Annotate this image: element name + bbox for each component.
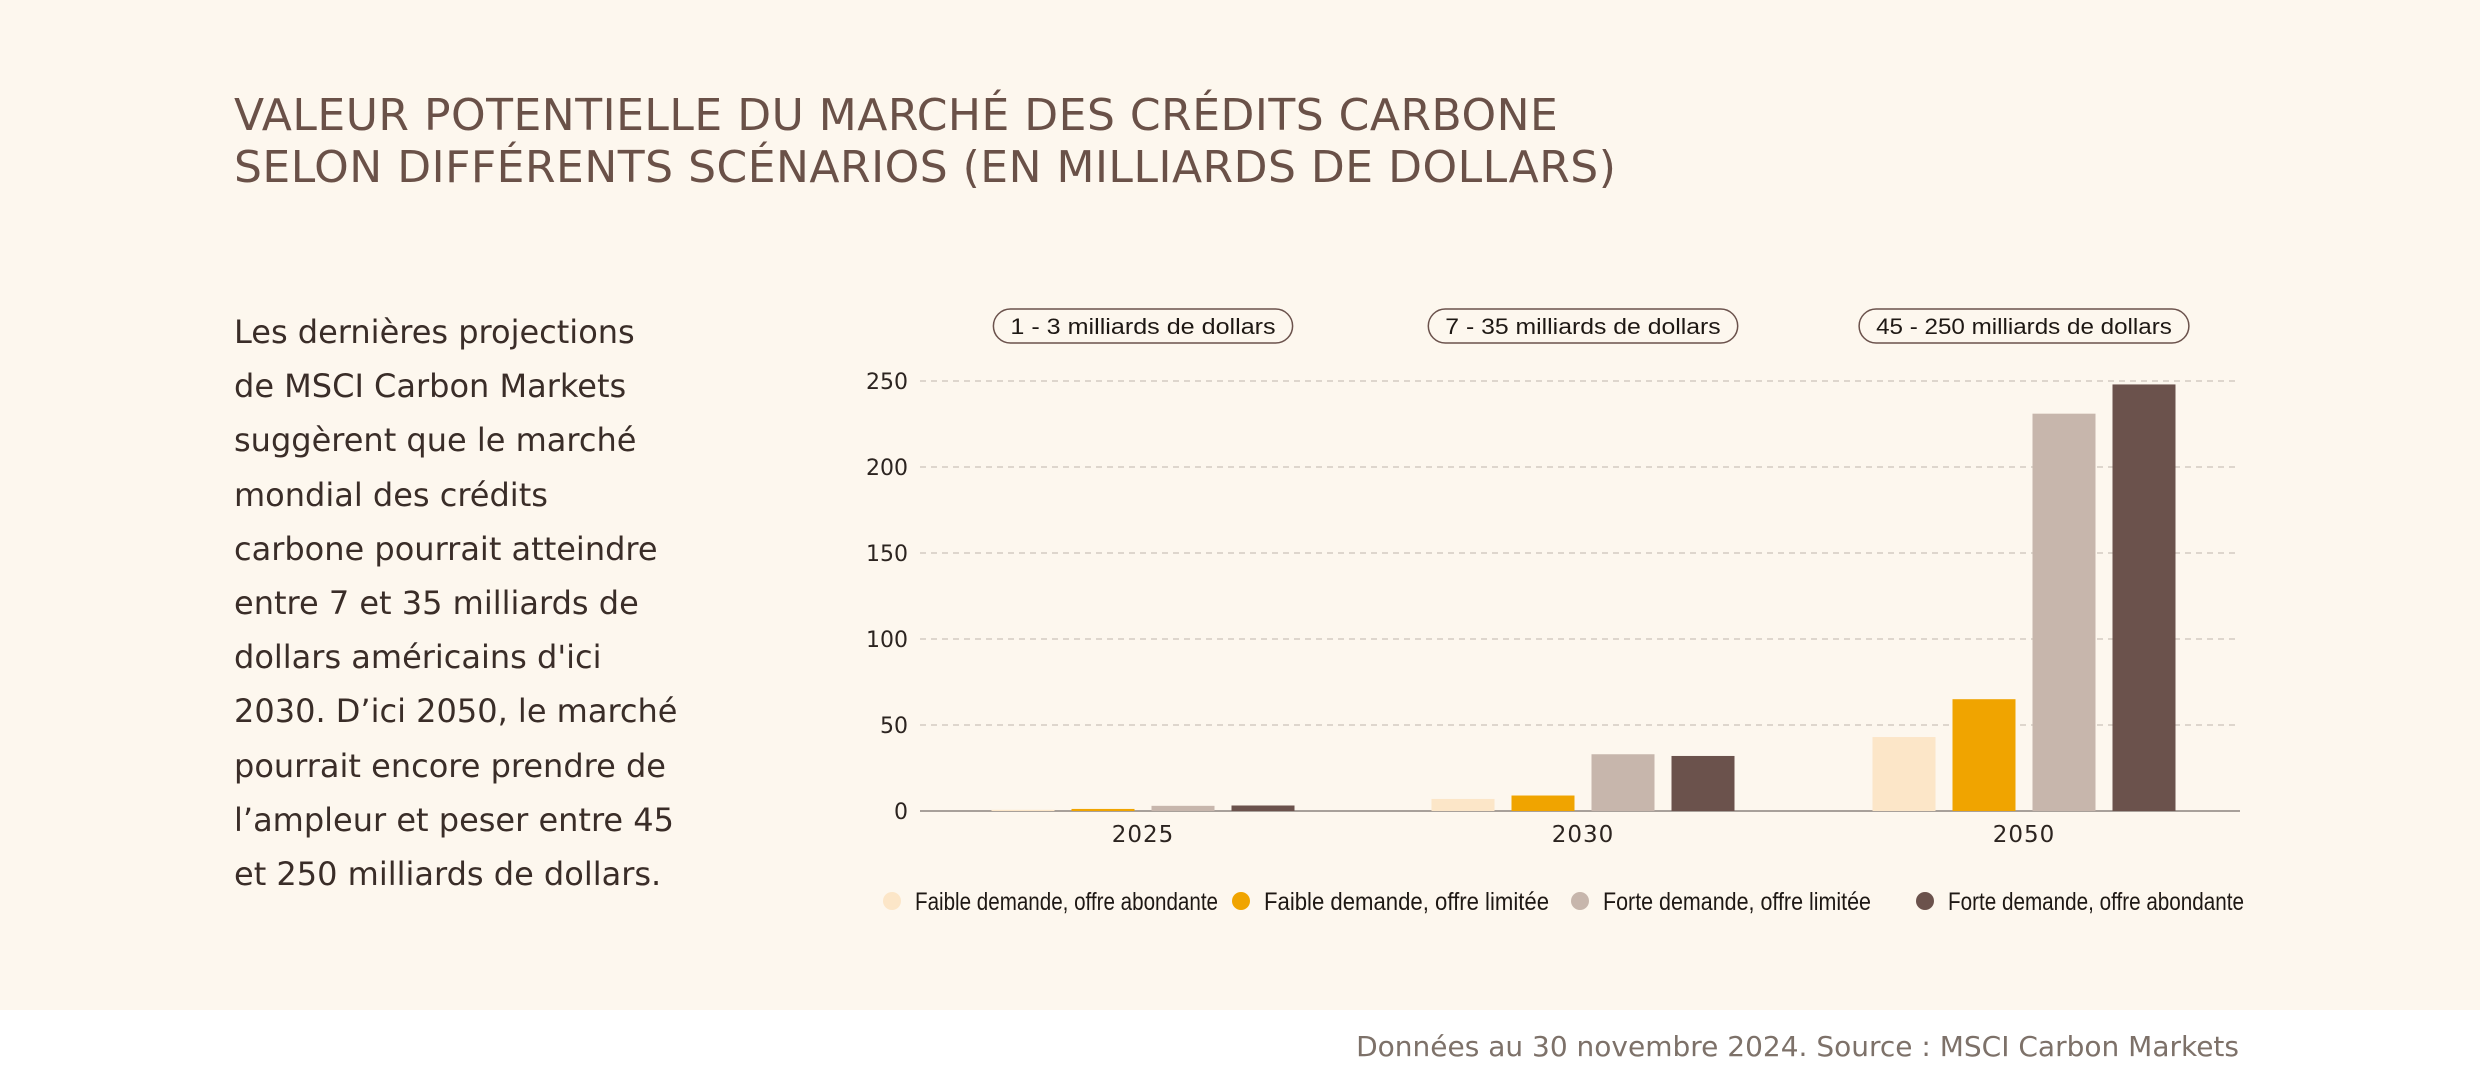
y-tick-label: 200 <box>866 456 908 481</box>
source-note: Données au 30 novembre 2024. Source : MS… <box>1356 1030 2239 1063</box>
legend-label: Forte demande, offre limitée <box>1603 888 1871 916</box>
bar <box>1071 808 1135 811</box>
page-title-line-2: SELON DIFFÉRENTS SCÉNARIOS (EN MILLIARDS… <box>234 142 1617 193</box>
bar <box>1591 754 1655 811</box>
legend-label: Faible demande, offre limitée <box>1264 888 1549 916</box>
bar <box>1952 699 2016 811</box>
intro-line: l’ampleur et peser entre 45 <box>234 800 674 839</box>
y-tick-label: 150 <box>866 542 908 567</box>
range-label-pill <box>1427 308 1739 344</box>
y-tick-label: 100 <box>866 628 908 653</box>
page-title-line-1: VALEUR POTENTIELLE DU MARCHÉ DES CRÉDITS… <box>234 90 1559 141</box>
x-tick-label: 2030 <box>1552 822 1615 848</box>
intro-line: et 250 milliards de dollars. <box>234 855 662 894</box>
range-label: 1 - 3 milliards de dollars <box>1010 314 1275 339</box>
intro-line: pourrait encore prendre de <box>234 746 666 785</box>
bar-chart: 0 50 100 150 200 250 2025 1 - 3 milliards de do… <box>866 308 2244 916</box>
bar <box>1511 795 1575 811</box>
legend-label: Forte demande, offre abondante <box>1948 888 2244 916</box>
range-label: 7 - 35 milliards de dollars <box>1445 314 1720 339</box>
legend-swatch <box>1916 892 1934 910</box>
legend-swatch <box>1232 892 1250 910</box>
bar <box>2112 384 2176 811</box>
intro-line: de MSCI Carbon Markets <box>234 367 627 406</box>
range-label: 45 - 250 milliards de dollars <box>1876 314 2172 339</box>
legend-label: Faible demande, offre abondante <box>915 888 1218 916</box>
range-label-pill <box>1858 308 2190 344</box>
intro-line: mondial des crédits <box>234 475 548 514</box>
legend-swatch <box>1571 892 1589 910</box>
intro-line: dollars américains d'ici <box>234 638 602 677</box>
range-label-pill <box>992 308 1294 344</box>
bar <box>1231 805 1295 811</box>
intro-line: suggèrent que le marché <box>234 421 637 460</box>
bar <box>1671 755 1735 811</box>
y-tick-label: 250 <box>866 370 908 395</box>
bar <box>1151 805 1215 811</box>
bar <box>1431 798 1495 811</box>
bar <box>2032 413 2096 811</box>
y-tick-label: 0 <box>894 800 908 825</box>
legend-swatch <box>883 892 901 910</box>
y-tick-label: 50 <box>880 714 908 739</box>
bar <box>1872 737 1936 811</box>
page-title: VALEUR POTENTIELLE DU MARCHÉ DES CRÉDITS… <box>234 90 2034 194</box>
intro-line: Les dernières projections <box>234 313 635 351</box>
intro-line: carbone pourrait atteindre <box>234 529 658 568</box>
intro-line: entre 7 et 35 milliards de <box>234 584 639 623</box>
x-tick-label: 2025 <box>1112 822 1175 848</box>
footer: Données au 30 novembre 2024. Source : MS… <box>0 1010 2480 1089</box>
intro-line: 2030. D’ici 2050, le marché <box>234 692 678 731</box>
bar <box>991 809 1055 811</box>
x-tick-label: 2050 <box>1993 822 2056 848</box>
intro-text: Les dernières projections de MSCI Carbon… <box>234 305 714 901</box>
